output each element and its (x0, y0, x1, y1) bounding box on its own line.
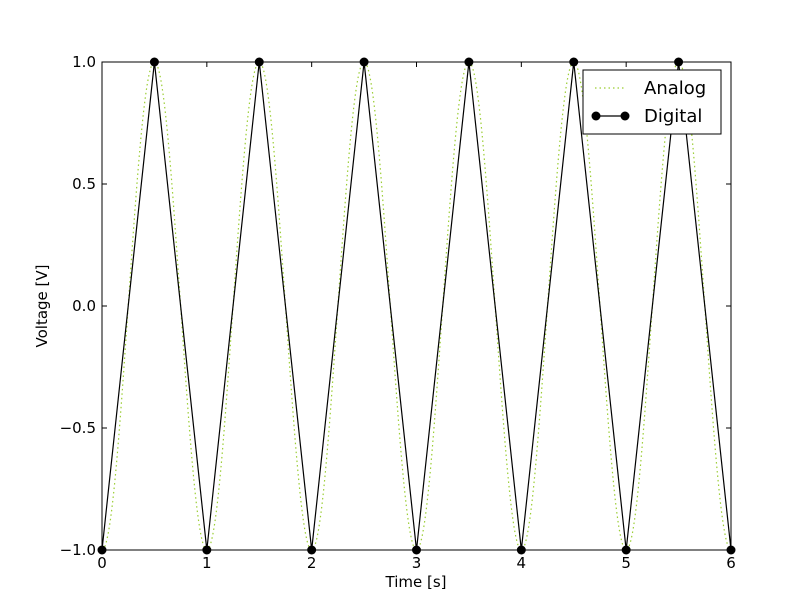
axes-frame (101, 61, 732, 551)
y-tick-label: −1.0 (60, 541, 96, 559)
y-tick-label: 1.0 (72, 53, 96, 71)
x-tick-label: 4 (517, 554, 527, 572)
y-tick-label: −0.5 (60, 419, 96, 437)
legend-digital-label: Digital (644, 106, 702, 127)
x-tick-label: 3 (412, 554, 422, 572)
x-tick-label: 2 (307, 554, 317, 572)
legend: Analog Digital (582, 69, 722, 135)
series-analog-line (101, 61, 732, 551)
y-tick-label: 0.5 (72, 175, 96, 193)
x-tick-label: 1 (202, 554, 212, 572)
x-tick-label: 0 (97, 554, 107, 572)
ticks: 0 1 2 3 4 5 6 −1.0 −0.5 0.0 0.5 1.0 (60, 53, 736, 572)
x-tick-label: 6 (726, 554, 736, 572)
series-digital-line (101, 61, 732, 551)
y-axis-label: Voltage [V] (33, 265, 51, 348)
x-tick-label: 5 (621, 554, 631, 572)
legend-box (582, 69, 722, 135)
y-tick-label: 0.0 (72, 297, 96, 315)
legend-analog-label: Analog (644, 78, 706, 99)
legend-digital-marker-left (591, 111, 601, 121)
legend-digital-marker-right (620, 111, 630, 121)
x-axis-label: Time [s] (385, 573, 447, 591)
